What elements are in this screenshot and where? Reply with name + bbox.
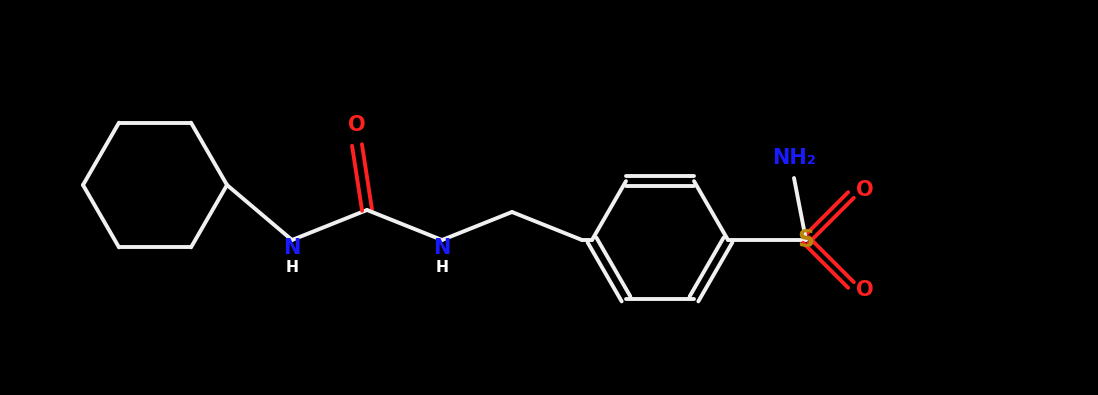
Text: O: O	[856, 180, 874, 200]
Text: N: N	[434, 238, 450, 258]
Text: H: H	[285, 260, 299, 275]
Text: O: O	[856, 280, 874, 300]
Text: H: H	[436, 260, 448, 275]
Text: S: S	[797, 228, 815, 252]
Text: N: N	[283, 238, 301, 258]
Text: NH₂: NH₂	[772, 148, 816, 168]
Text: O: O	[348, 115, 366, 135]
